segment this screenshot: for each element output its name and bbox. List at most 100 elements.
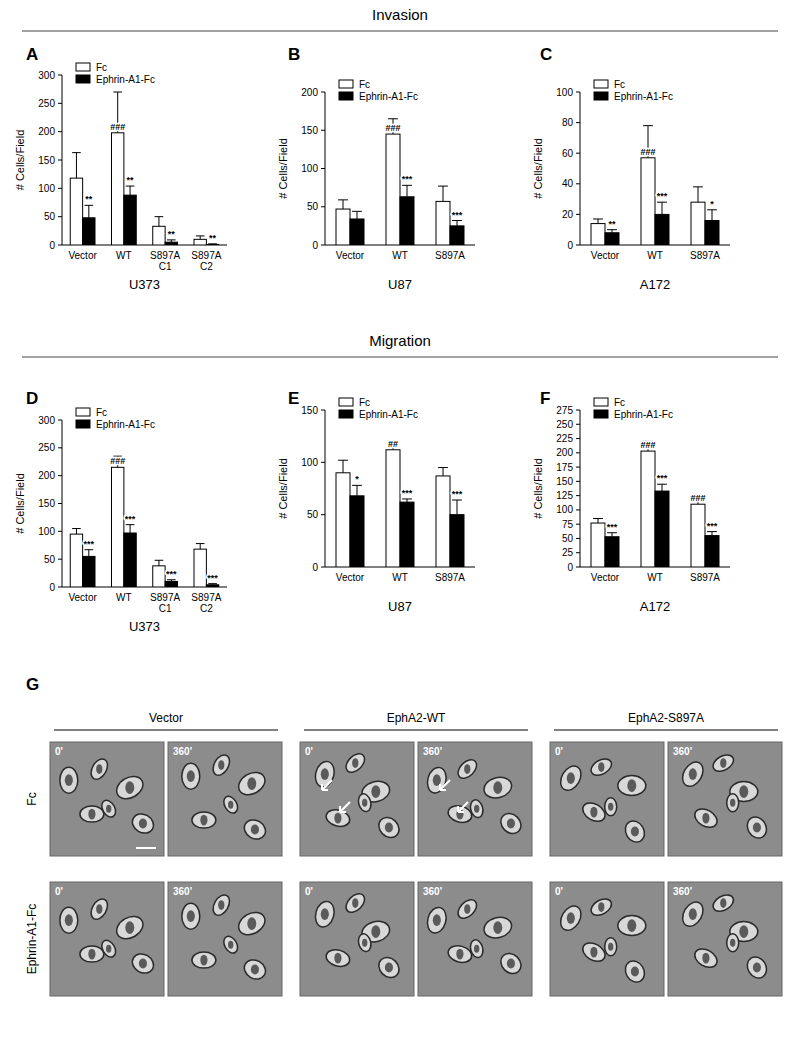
y-tick-label: 125 [556, 490, 573, 501]
x-tick-label-line: Vector [336, 572, 365, 583]
micrograph: 360' [668, 882, 782, 996]
cell-body [433, 914, 441, 926]
y-axis [580, 410, 581, 567]
bar [705, 221, 719, 245]
legend-label: Ephrin-A1-Fc [96, 419, 155, 430]
significance: ** [85, 194, 93, 204]
cell [60, 907, 78, 933]
legend-swatch [339, 92, 353, 100]
image-frame [300, 742, 414, 856]
cell-body [567, 912, 575, 924]
cell [129, 950, 157, 977]
image-frame [168, 882, 282, 996]
cell [744, 813, 771, 841]
x-tick-label: S897AC1 [150, 592, 180, 614]
bar [400, 502, 414, 567]
time-label: 0' [55, 746, 63, 757]
y-tick-label: 150 [38, 498, 55, 509]
x-tick-label: Vector [591, 250, 620, 261]
cell [99, 798, 118, 820]
chart: F0255075100125150175200225250275# Cells/… [532, 389, 730, 614]
bar [641, 451, 655, 567]
x-tick-label-line: Vector [591, 572, 620, 583]
bar [350, 496, 364, 567]
time-label: 360' [173, 746, 192, 757]
cell-body [730, 799, 735, 807]
cell [588, 756, 614, 779]
cell [99, 938, 118, 960]
cell [497, 809, 525, 837]
x-tick-label: S897AC1 [150, 250, 180, 272]
error-line [457, 500, 458, 515]
legend-label: Ephrin-A1-Fc [359, 409, 418, 420]
cell-body [456, 949, 463, 960]
significance: ### [640, 440, 655, 450]
chart: E050100150# Cells/FieldU87VectorWTS897A#… [277, 389, 475, 614]
column-rule [304, 730, 528, 731]
error-cap [155, 560, 164, 561]
x-tick-label-line: WT [647, 572, 663, 583]
x-tick-label-line: S897A [690, 572, 720, 583]
error-line [443, 186, 444, 201]
error-cap [155, 216, 164, 217]
error-bar [167, 240, 176, 242]
y-tick [576, 481, 580, 482]
image-frame [168, 742, 282, 856]
error-line [130, 525, 131, 533]
x-tick-label: Vector [68, 250, 97, 261]
error-bar [452, 500, 462, 515]
error-bar [338, 460, 348, 473]
y-tick-label: 20 [562, 209, 574, 220]
marks [336, 119, 464, 245]
x-tick-label: WT [647, 250, 663, 261]
cell-body [352, 898, 358, 908]
error-cap [657, 484, 667, 485]
y-axis [580, 92, 581, 245]
y-tick [576, 452, 580, 453]
y-tick-label: 60 [562, 148, 574, 159]
legend-label: Ephrin-A1-Fc [614, 409, 673, 420]
cell [727, 794, 739, 812]
x-tick-label: S897AC2 [191, 250, 221, 272]
cell-body [321, 768, 329, 780]
error-cap [208, 583, 217, 584]
error-bar [402, 499, 412, 502]
annotations: ###************ [84, 456, 219, 582]
error-bar [352, 211, 362, 219]
y-tick [58, 245, 62, 246]
y-tick-label: 200 [38, 470, 55, 481]
arrow [440, 780, 450, 790]
error-bar [352, 485, 362, 495]
cell-body [321, 908, 329, 920]
cell [710, 752, 736, 775]
cell [80, 946, 104, 962]
time-label: 360' [673, 746, 692, 757]
bar [705, 536, 719, 567]
annotations: ###****** [385, 123, 462, 219]
cell [469, 938, 485, 958]
cell [618, 916, 646, 936]
x-axis-label: A172 [640, 277, 670, 292]
cell [679, 898, 708, 930]
bar [591, 523, 605, 567]
significance: *** [207, 573, 218, 583]
legend-label: Fc [359, 397, 370, 408]
y-tick-label: 50 [44, 211, 56, 222]
cell-body [88, 949, 95, 960]
bar [450, 515, 464, 567]
cell-body [200, 955, 207, 966]
significance: *** [607, 522, 618, 532]
cell [129, 810, 157, 837]
bar [153, 226, 165, 245]
micrograph: 360' [168, 742, 282, 856]
bar [655, 214, 669, 245]
y-tick [58, 447, 62, 448]
image-frame [550, 742, 664, 856]
cell-body [507, 819, 515, 829]
cell [622, 817, 649, 845]
cell [182, 763, 200, 789]
error-line [88, 205, 89, 217]
error-line [612, 533, 613, 537]
significance: ### [385, 123, 400, 133]
cell [425, 905, 449, 935]
